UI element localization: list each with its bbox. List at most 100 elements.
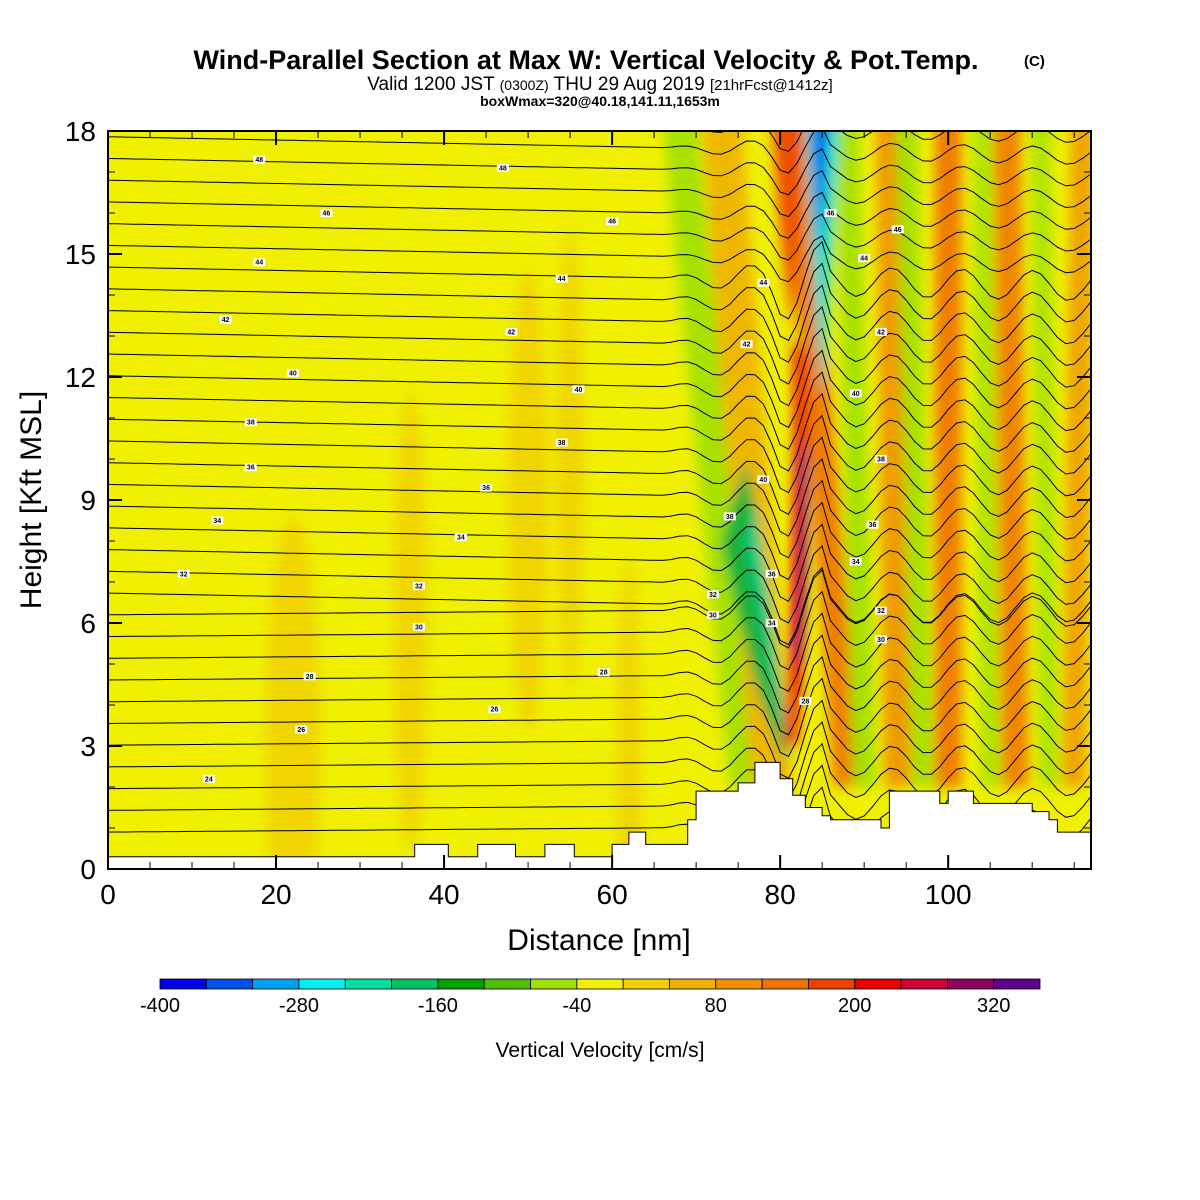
contour-label-text: 38 <box>558 440 566 447</box>
contour-label-bg <box>244 418 257 427</box>
isentrope <box>108 566 1091 646</box>
contour-label: 44 <box>253 258 266 267</box>
contour-label: 28 <box>597 668 610 677</box>
contour-label-text: 46 <box>608 219 616 226</box>
contour-label: 30 <box>412 623 425 632</box>
chart-subtitle: Valid 1200 JST (0300Z) THU 29 Aug 2019 [… <box>367 74 832 95</box>
x-tick-label: 20 <box>260 879 291 910</box>
contour-label-text: 28 <box>306 674 314 681</box>
contour-label-bg <box>505 327 518 336</box>
contour-label-bg <box>572 385 585 394</box>
contour-label-text: 40 <box>289 370 297 377</box>
contour-label: 38 <box>555 438 568 447</box>
colorbar-swatch <box>808 978 856 990</box>
isentrope <box>108 523 1091 602</box>
contour-label-text: 40 <box>759 477 767 484</box>
contour-label-bg <box>211 516 224 525</box>
colorbar-swatch <box>622 978 670 990</box>
contour-label-text: 30 <box>877 637 885 644</box>
isentrope <box>108 458 1091 537</box>
contour-label: 46 <box>320 209 333 218</box>
contour-label: 40 <box>757 475 770 484</box>
contour-label: 32 <box>706 590 719 599</box>
contour-label: 42 <box>874 327 887 336</box>
colorbar-tick-label: -40 <box>562 995 591 1017</box>
x-tick-label: 60 <box>597 879 628 910</box>
contour-label-text: 40 <box>575 387 583 394</box>
contour-label: 36 <box>765 569 778 578</box>
plot-area: 24 26 28 26 28 30 32 32 34 34 36 36 38 38 40 40 42 42 44 44… <box>108 131 1091 869</box>
contour-label: 42 <box>740 340 753 349</box>
y-tick-label: 12 <box>65 362 96 393</box>
contour-label: 44 <box>757 278 770 287</box>
isentrope <box>108 545 1091 624</box>
contour-label-bg <box>488 705 501 714</box>
contour-label-text: 40 <box>852 391 860 398</box>
subtitle-date: THU 29 Aug 2019 <box>554 74 705 95</box>
contour-label: 44 <box>858 254 871 263</box>
isentrope <box>108 655 1091 736</box>
contour-label: 38 <box>874 455 887 464</box>
isentrope <box>108 240 1091 320</box>
contour-label-bg <box>706 590 719 599</box>
contour-label-bg <box>412 582 425 591</box>
x-tick-label: 40 <box>428 879 459 910</box>
contour-label: 30 <box>874 635 887 644</box>
contour-label-bg <box>874 455 887 463</box>
weak-updraft-band <box>617 557 641 869</box>
contour-label: 38 <box>244 418 257 427</box>
theta-contours <box>108 131 1091 866</box>
contour-label-text: 44 <box>255 260 263 267</box>
colorbar-swatch <box>252 978 300 990</box>
weak-updraft-band <box>556 229 584 689</box>
y-tick-label: 9 <box>80 485 96 516</box>
contour-label-text: 30 <box>709 612 717 619</box>
isentrope <box>108 371 1091 450</box>
x-tick-label: 0 <box>100 879 116 910</box>
contour-label: 48 <box>253 155 266 164</box>
colorbar-swatch <box>530 978 578 990</box>
subtitle-utc: (0300Z) <box>500 77 549 93</box>
contour-label: 26 <box>295 725 308 734</box>
contour-label-text: 42 <box>222 317 230 324</box>
contour-label-text: 30 <box>415 625 423 632</box>
theta-contour-labels: 24 26 28 26 28 30 32 32 34 34 36 36 38 38 40 40 42 42 44 44… <box>177 155 904 783</box>
contour-label-bg <box>849 389 862 398</box>
contour-label-text: 38 <box>247 420 255 427</box>
contour-label-text: 44 <box>759 280 767 287</box>
contour-label: 36 <box>480 483 493 492</box>
contour-label-bg <box>723 512 736 521</box>
contour-label: 32 <box>412 582 425 591</box>
updraft-band <box>934 131 962 787</box>
contour-label: 42 <box>219 315 232 324</box>
isentrope <box>108 414 1091 494</box>
colorbar-tick-label: -400 <box>140 995 180 1017</box>
downdraft-band <box>663 131 764 787</box>
isentrope <box>108 501 1091 581</box>
contour-label-bg <box>757 475 770 484</box>
isentrope <box>108 392 1091 472</box>
colorbar-swatch <box>669 978 717 990</box>
contour-label-text: 36 <box>869 522 877 529</box>
contour-label: 32 <box>177 569 190 578</box>
contour-label-text: 34 <box>213 518 221 525</box>
colorbar-tick-label: -280 <box>279 995 319 1017</box>
colorbar-swatch <box>761 978 809 990</box>
contour-label-text: 28 <box>801 698 809 705</box>
colorbar-swatch <box>576 978 624 990</box>
contour-label: 32 <box>874 606 887 615</box>
contour-label-bg <box>874 635 887 644</box>
isentrope <box>108 169 1091 218</box>
contour-label-bg <box>858 254 871 263</box>
colorbar-swatch <box>437 978 485 990</box>
contour-label: 48 <box>496 163 509 172</box>
contour-label: 26 <box>488 705 501 714</box>
contour-label-bg <box>874 327 887 336</box>
contour-label-bg <box>286 368 299 377</box>
contour-label: 34 <box>211 516 224 525</box>
contour-label-text: 32 <box>709 592 717 599</box>
contour-label-bg <box>202 774 215 783</box>
isentrope <box>108 262 1091 342</box>
isentrope <box>108 677 1091 758</box>
